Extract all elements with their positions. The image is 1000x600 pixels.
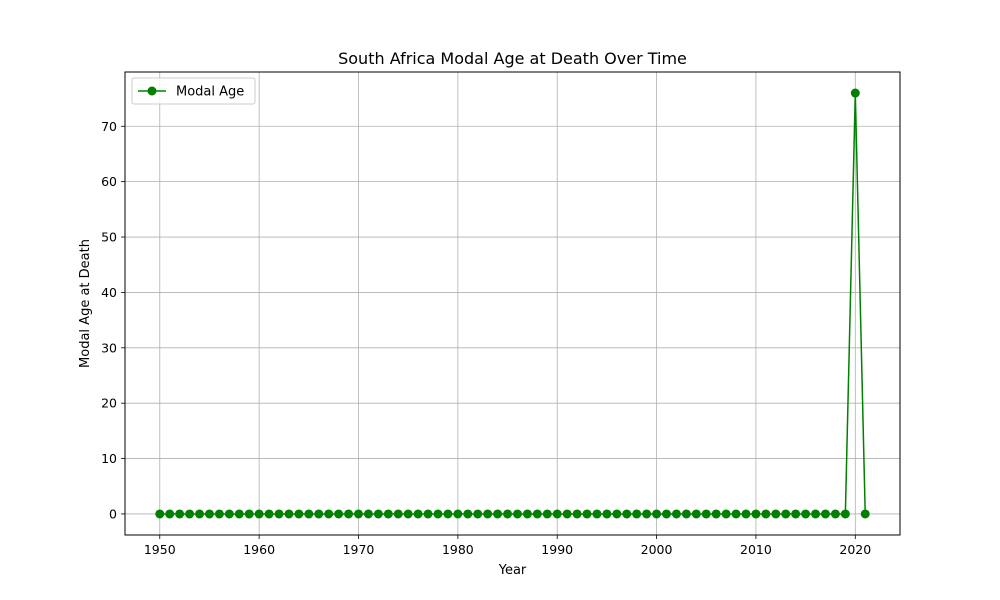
legend-marker-swatch bbox=[147, 86, 157, 96]
x-tick-label: 2020 bbox=[839, 542, 871, 557]
y-tick-label: 60 bbox=[101, 174, 117, 189]
data-point bbox=[731, 509, 741, 519]
data-point bbox=[582, 509, 592, 519]
y-tick-label: 0 bbox=[109, 506, 117, 521]
data-point bbox=[344, 509, 354, 519]
y-tick-label: 10 bbox=[101, 451, 117, 466]
data-point bbox=[671, 509, 681, 519]
data-point bbox=[572, 509, 582, 519]
data-point bbox=[244, 509, 254, 519]
data-point bbox=[721, 509, 731, 519]
data-point bbox=[820, 509, 830, 519]
y-tick-label: 20 bbox=[101, 396, 117, 411]
data-point bbox=[552, 509, 562, 519]
data-point bbox=[473, 509, 483, 519]
data-point bbox=[175, 509, 185, 519]
data-point bbox=[234, 509, 244, 519]
data-point bbox=[840, 509, 850, 519]
data-point bbox=[413, 509, 423, 519]
data-point bbox=[542, 509, 552, 519]
x-tick-label: 1970 bbox=[343, 542, 375, 557]
data-point bbox=[741, 509, 751, 519]
y-axis-label: Modal Age at Death bbox=[78, 239, 93, 368]
data-point bbox=[691, 509, 701, 519]
data-point bbox=[443, 509, 453, 519]
x-tick-label: 2000 bbox=[641, 542, 673, 557]
data-point bbox=[503, 509, 513, 519]
data-point bbox=[681, 509, 691, 519]
x-tick-label: 1950 bbox=[144, 542, 176, 557]
data-point bbox=[483, 509, 493, 519]
data-point bbox=[562, 509, 572, 519]
data-point bbox=[592, 509, 602, 519]
data-point bbox=[294, 509, 304, 519]
legend: Modal Age bbox=[131, 77, 256, 105]
x-axis-label: Year bbox=[498, 563, 527, 578]
data-point bbox=[314, 509, 324, 519]
data-point bbox=[463, 509, 473, 519]
data-point bbox=[771, 509, 781, 519]
axis-ticks: 1950 1960 1970 1980 1990 2000 2010 2020 0 10 20 30 4… bbox=[101, 119, 871, 557]
data-point bbox=[165, 509, 175, 519]
data-point bbox=[185, 509, 195, 519]
data-point bbox=[304, 509, 314, 519]
x-tick-label: 1960 bbox=[243, 542, 275, 557]
data-point bbox=[493, 509, 503, 519]
data-point bbox=[204, 509, 214, 519]
data-point bbox=[353, 509, 363, 519]
y-tick-label: 50 bbox=[101, 230, 117, 245]
data-point bbox=[602, 509, 612, 519]
legend-box bbox=[131, 77, 256, 105]
data-point bbox=[433, 509, 443, 519]
data-point bbox=[850, 88, 860, 98]
data-point bbox=[423, 509, 433, 519]
data-point bbox=[453, 509, 463, 519]
data-point bbox=[264, 509, 274, 519]
chart-title: South Africa Modal Age at Death Over Tim… bbox=[338, 49, 687, 68]
y-tick-label: 30 bbox=[101, 340, 117, 355]
data-point bbox=[751, 509, 761, 519]
y-tick-label: 70 bbox=[101, 119, 117, 134]
data-point bbox=[373, 509, 383, 519]
x-tick-label: 2010 bbox=[740, 542, 772, 557]
x-tick-label: 1990 bbox=[541, 542, 573, 557]
data-point bbox=[512, 509, 522, 519]
plot-area-frame bbox=[124, 71, 901, 536]
y-tick-label: 40 bbox=[101, 285, 117, 300]
data-point bbox=[701, 509, 711, 519]
data-point bbox=[274, 509, 284, 519]
data-point bbox=[801, 509, 811, 519]
data-point bbox=[195, 509, 205, 519]
data-point bbox=[652, 509, 662, 519]
data-point bbox=[781, 509, 791, 519]
data-point bbox=[393, 509, 403, 519]
data-point bbox=[532, 509, 542, 519]
data-point bbox=[334, 509, 344, 519]
data-point bbox=[155, 509, 165, 519]
data-point bbox=[642, 509, 652, 519]
data-point bbox=[662, 509, 672, 519]
data-point bbox=[612, 509, 622, 519]
series-layer bbox=[155, 88, 870, 519]
data-point bbox=[761, 509, 771, 519]
data-point bbox=[363, 509, 373, 519]
data-point bbox=[622, 509, 632, 519]
data-point bbox=[284, 509, 294, 519]
data-point bbox=[860, 509, 870, 519]
data-point bbox=[522, 509, 532, 519]
data-point bbox=[632, 509, 642, 519]
data-point bbox=[830, 509, 840, 519]
data-point bbox=[324, 509, 334, 519]
data-point bbox=[403, 509, 413, 519]
data-point bbox=[254, 509, 264, 519]
data-point bbox=[711, 509, 721, 519]
data-point bbox=[791, 509, 801, 519]
data-point bbox=[214, 509, 224, 519]
data-point bbox=[811, 509, 821, 519]
legend-label: Modal Age bbox=[176, 85, 244, 100]
data-point bbox=[224, 509, 234, 519]
x-tick-label: 1980 bbox=[442, 542, 474, 557]
data-point bbox=[383, 509, 393, 519]
